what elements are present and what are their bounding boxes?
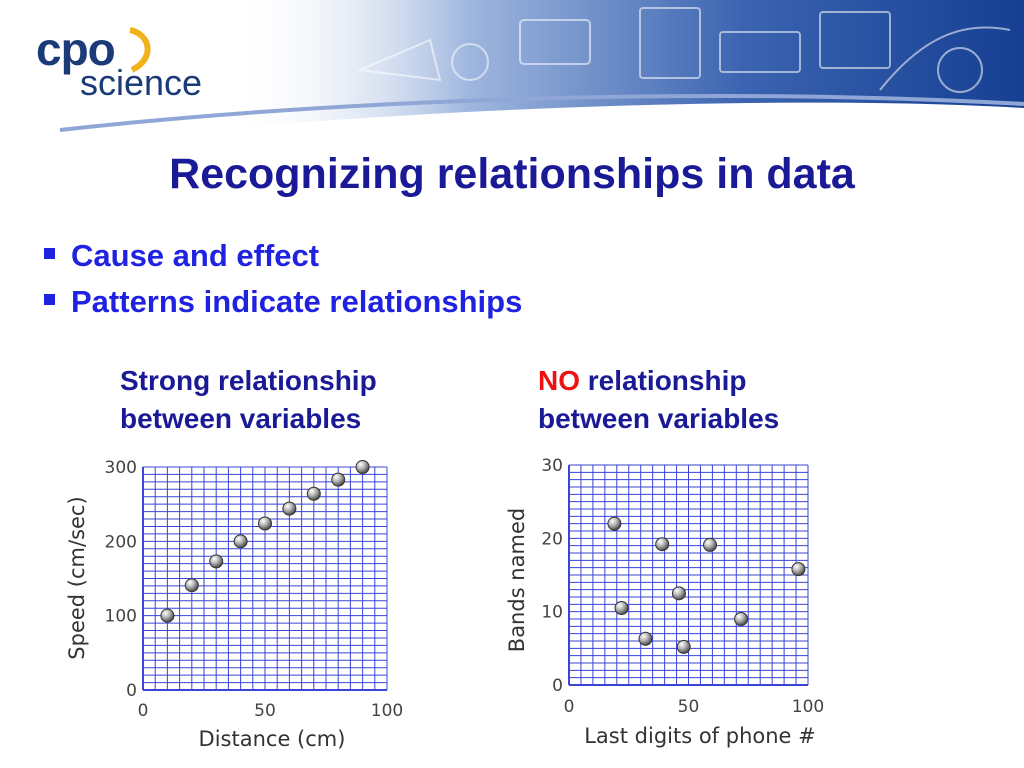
no-highlight: NO bbox=[538, 365, 580, 396]
logo-text-cpo: cpo bbox=[36, 23, 116, 75]
right-chart-caption: NO relationship between variables bbox=[538, 362, 779, 438]
data-point bbox=[791, 562, 806, 577]
bullet-text: Patterns indicate relationships bbox=[71, 284, 523, 319]
y-tick-label: 300 bbox=[105, 458, 137, 478]
cpo-science-logo: cpo science bbox=[36, 22, 226, 103]
header-banner bbox=[59, 0, 1024, 132]
data-point bbox=[306, 486, 321, 501]
data-point bbox=[209, 554, 224, 569]
y-tick-label: 0 bbox=[552, 676, 563, 696]
plot-grid bbox=[568, 464, 809, 686]
x-tick-label: 50 bbox=[678, 697, 700, 717]
data-point bbox=[676, 639, 691, 654]
bullet-list: Cause and effect Patterns indicate relat… bbox=[44, 238, 522, 330]
data-point bbox=[655, 537, 670, 552]
data-point bbox=[331, 472, 346, 487]
data-point bbox=[638, 631, 653, 646]
logo-text-science: science bbox=[80, 62, 203, 103]
y-axis-label: Bands named bbox=[505, 508, 529, 652]
data-point bbox=[184, 578, 199, 593]
left-chart-caption: Strong relationship between variables bbox=[120, 362, 377, 438]
y-tick-label: 200 bbox=[105, 532, 137, 552]
data-point bbox=[734, 612, 749, 626]
y-tick-label: 10 bbox=[541, 603, 563, 623]
left-caption-line2: between variables bbox=[120, 403, 362, 434]
x-tick-label: 0 bbox=[138, 701, 149, 721]
data-point bbox=[703, 537, 718, 552]
slide-title: Recognizing relationships in data bbox=[169, 150, 855, 198]
collage-decoration bbox=[356, 7, 1011, 93]
y-axis-label: Speed (cm/sec) bbox=[65, 496, 89, 659]
left-caption-line1: Strong relationship bbox=[120, 365, 377, 396]
right-caption-line1-rest: relationship bbox=[580, 365, 747, 396]
data-point bbox=[614, 601, 629, 615]
x-tick-label: 0 bbox=[564, 697, 575, 717]
x-tick-label: 100 bbox=[792, 697, 824, 717]
x-axis-label: Last digits of phone # bbox=[584, 724, 816, 748]
bullet-text: Cause and effect bbox=[71, 238, 320, 273]
x-tick-label: 100 bbox=[371, 701, 403, 721]
data-point bbox=[607, 516, 622, 531]
logo-swoosh-icon bbox=[129, 27, 151, 73]
right-caption-line2: between variables bbox=[538, 403, 780, 434]
y-tick-label: 20 bbox=[541, 529, 563, 549]
y-tick-label: 100 bbox=[105, 607, 137, 627]
data-point bbox=[282, 501, 297, 516]
x-tick-label: 50 bbox=[254, 701, 276, 721]
bullet-item: Cause and effect bbox=[44, 238, 522, 284]
data-point bbox=[233, 534, 248, 549]
right-caption-line1: NO relationship bbox=[538, 362, 779, 400]
data-point bbox=[355, 460, 370, 474]
bullet-square-icon bbox=[44, 248, 55, 260]
data-point bbox=[671, 586, 686, 601]
y-tick-label: 0 bbox=[126, 681, 137, 701]
bullet-square-icon bbox=[44, 294, 55, 306]
data-point bbox=[160, 608, 175, 623]
data-point bbox=[258, 516, 272, 531]
x-axis-label: Distance (cm) bbox=[199, 727, 346, 751]
bullet-item: Patterns indicate relationships bbox=[44, 284, 522, 330]
y-tick-label: 30 bbox=[541, 456, 563, 476]
